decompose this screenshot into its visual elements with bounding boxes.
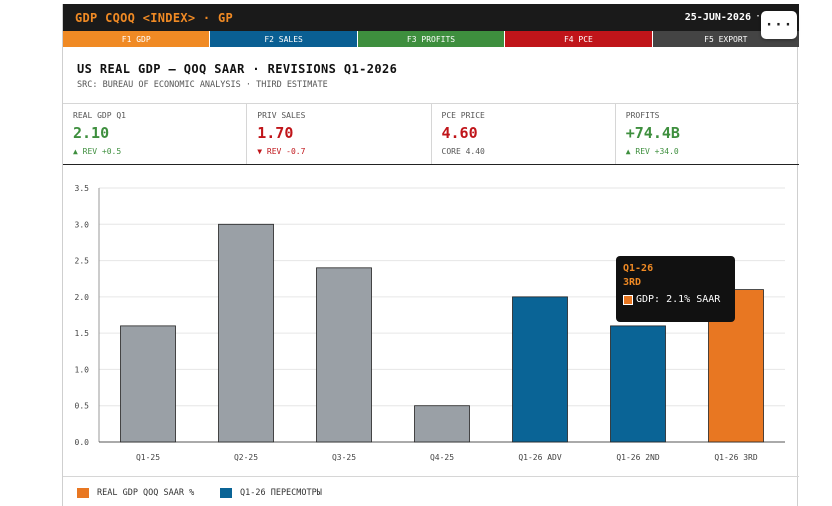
stat-sub: ▲ REV +0.5 [73,147,122,156]
x-tick-label: Q1-26 2ND [616,453,660,462]
tooltip-swatch [623,294,633,305]
stat-value: +74.4B [625,124,680,142]
x-tick-label: Q1-25 [136,453,160,462]
more-dots-icon: ··· [764,17,794,33]
function-key-bar: F1 GDP F2 SALES F3 PROFITS F4 PCE F5 EXP… [63,31,800,47]
date-label: 25-JUN-2026 [684,12,751,23]
y-tick-label: 1.0 [75,365,90,374]
stat-value: 1.70 [257,124,294,142]
y-tick-label: 0.0 [75,438,90,447]
top-bar: GDP CQOQ <INDEX> · GP 25-JUN-2026 · [63,4,799,31]
stat-sub: ▲ REV +34.0 [625,147,679,156]
x-tick-label: Q2-25 [234,453,258,462]
fkey-label: F3 PROFITS [406,34,456,44]
stat-pce-price: PCE PRICE 4.60 CORE 4.40 [432,104,616,164]
legend-item-gdp[interactable]: REAL GDP QOQ SAAR % [77,488,194,498]
source-note: SRC: BUREAU OF ECONOMIC ANALYSIS · THIRD… [77,80,328,90]
bar[interactable] [218,223,274,443]
tooltip-value: GDP: 2.1% SAAR [636,294,721,305]
y-tick-label: 3.5 [75,184,90,193]
stats-strip: REAL GDP Q1 2.10 ▲ REV +0.5 PRIV SALES 1… [63,104,799,165]
y-tick-label: 1.5 [75,329,90,338]
bar[interactable] [512,296,568,443]
more-options-button[interactable]: ··· [761,11,797,39]
x-tick-label: Q3-25 [332,453,356,462]
tooltip-estimate: 3RD [623,277,642,288]
stat-label: PRIV SALES [257,111,306,120]
y-tick-label: 2.5 [75,257,90,266]
terminal-frame: GDP CQOQ <INDEX> · GP 25-JUN-2026 · ··· … [62,4,800,506]
stat-profits: PROFITS +74.4B ▲ REV +34.0 [616,104,799,164]
fkey-label: F5 EXPORT [704,34,748,44]
page-title: US REAL GDP — QOQ SAAR · REVISIONS Q1-20… [77,62,398,76]
stat-label: PCE PRICE [441,111,485,120]
stat-sub: CORE 4.40 [441,147,485,156]
y-tick-label: 2.0 [75,293,90,302]
chart-header: US REAL GDP — QOQ SAAR · REVISIONS Q1-20… [63,47,799,104]
bar[interactable] [120,325,176,443]
bar-chart: 0.0 0.5 1.0 1.5 2.0 2.5 3.0 3.5 Q1-25 Q2-25 Q3-25 Q… [75,184,785,462]
fkey-profits[interactable]: F3 PROFITS [357,31,506,47]
fkey-label: F4 PCE [563,34,593,44]
stat-value: 4.60 [441,124,478,142]
chart-legend: REAL GDP QOQ SAAR % Q1-26 ПЕРЕСМОТРЫ [63,476,799,506]
fkey-gdp[interactable]: F1 GDP [63,31,211,47]
legend-label: REAL GDP QOQ SAAR % [97,488,195,498]
fkey-label: F2 SALES [264,34,303,44]
fkey-label: F1 GDP [121,34,151,44]
bar[interactable] [610,325,666,443]
x-tick-label: Q4-25 [430,453,454,462]
bar[interactable] [414,405,470,443]
stat-real-gdp: REAL GDP Q1 2.10 ▲ REV +0.5 [63,104,248,164]
y-tick-label: 3.0 [75,220,90,229]
stat-priv-sales: PRIV SALES 1.70 ▼ REV -0.7 [247,104,432,164]
legend-swatch [77,488,89,498]
x-tick-label: Q1-26 ADV [518,453,562,462]
separator-dot: · [754,11,761,22]
tooltip-period: Q1-26 [623,263,654,274]
fkey-sales[interactable]: F2 SALES [210,31,358,47]
y-tick-label: 0.5 [75,402,90,411]
bar[interactable] [316,267,372,443]
stat-value: 2.10 [73,124,110,142]
ticker-title: GDP CQOQ <INDEX> · GP [75,11,234,25]
tooltip-value-row: GDP: 2.1% SAAR [623,294,728,305]
stat-label: REAL GDP Q1 [73,111,126,120]
stat-sub: ▼ REV -0.7 [257,147,306,156]
x-tick-label: Q1-26 3RD [714,453,758,462]
legend-label: Q1-26 ПЕРЕСМОТРЫ [240,488,322,498]
stat-label: PROFITS [625,111,660,120]
legend-swatch [220,488,232,498]
chart-tooltip: Q1-26 3RD GDP: 2.1% SAAR [616,256,735,322]
fkey-pce[interactable]: F4 PCE [505,31,653,47]
legend-item-revisions[interactable]: Q1-26 ПЕРЕСМОТРЫ [220,488,322,498]
